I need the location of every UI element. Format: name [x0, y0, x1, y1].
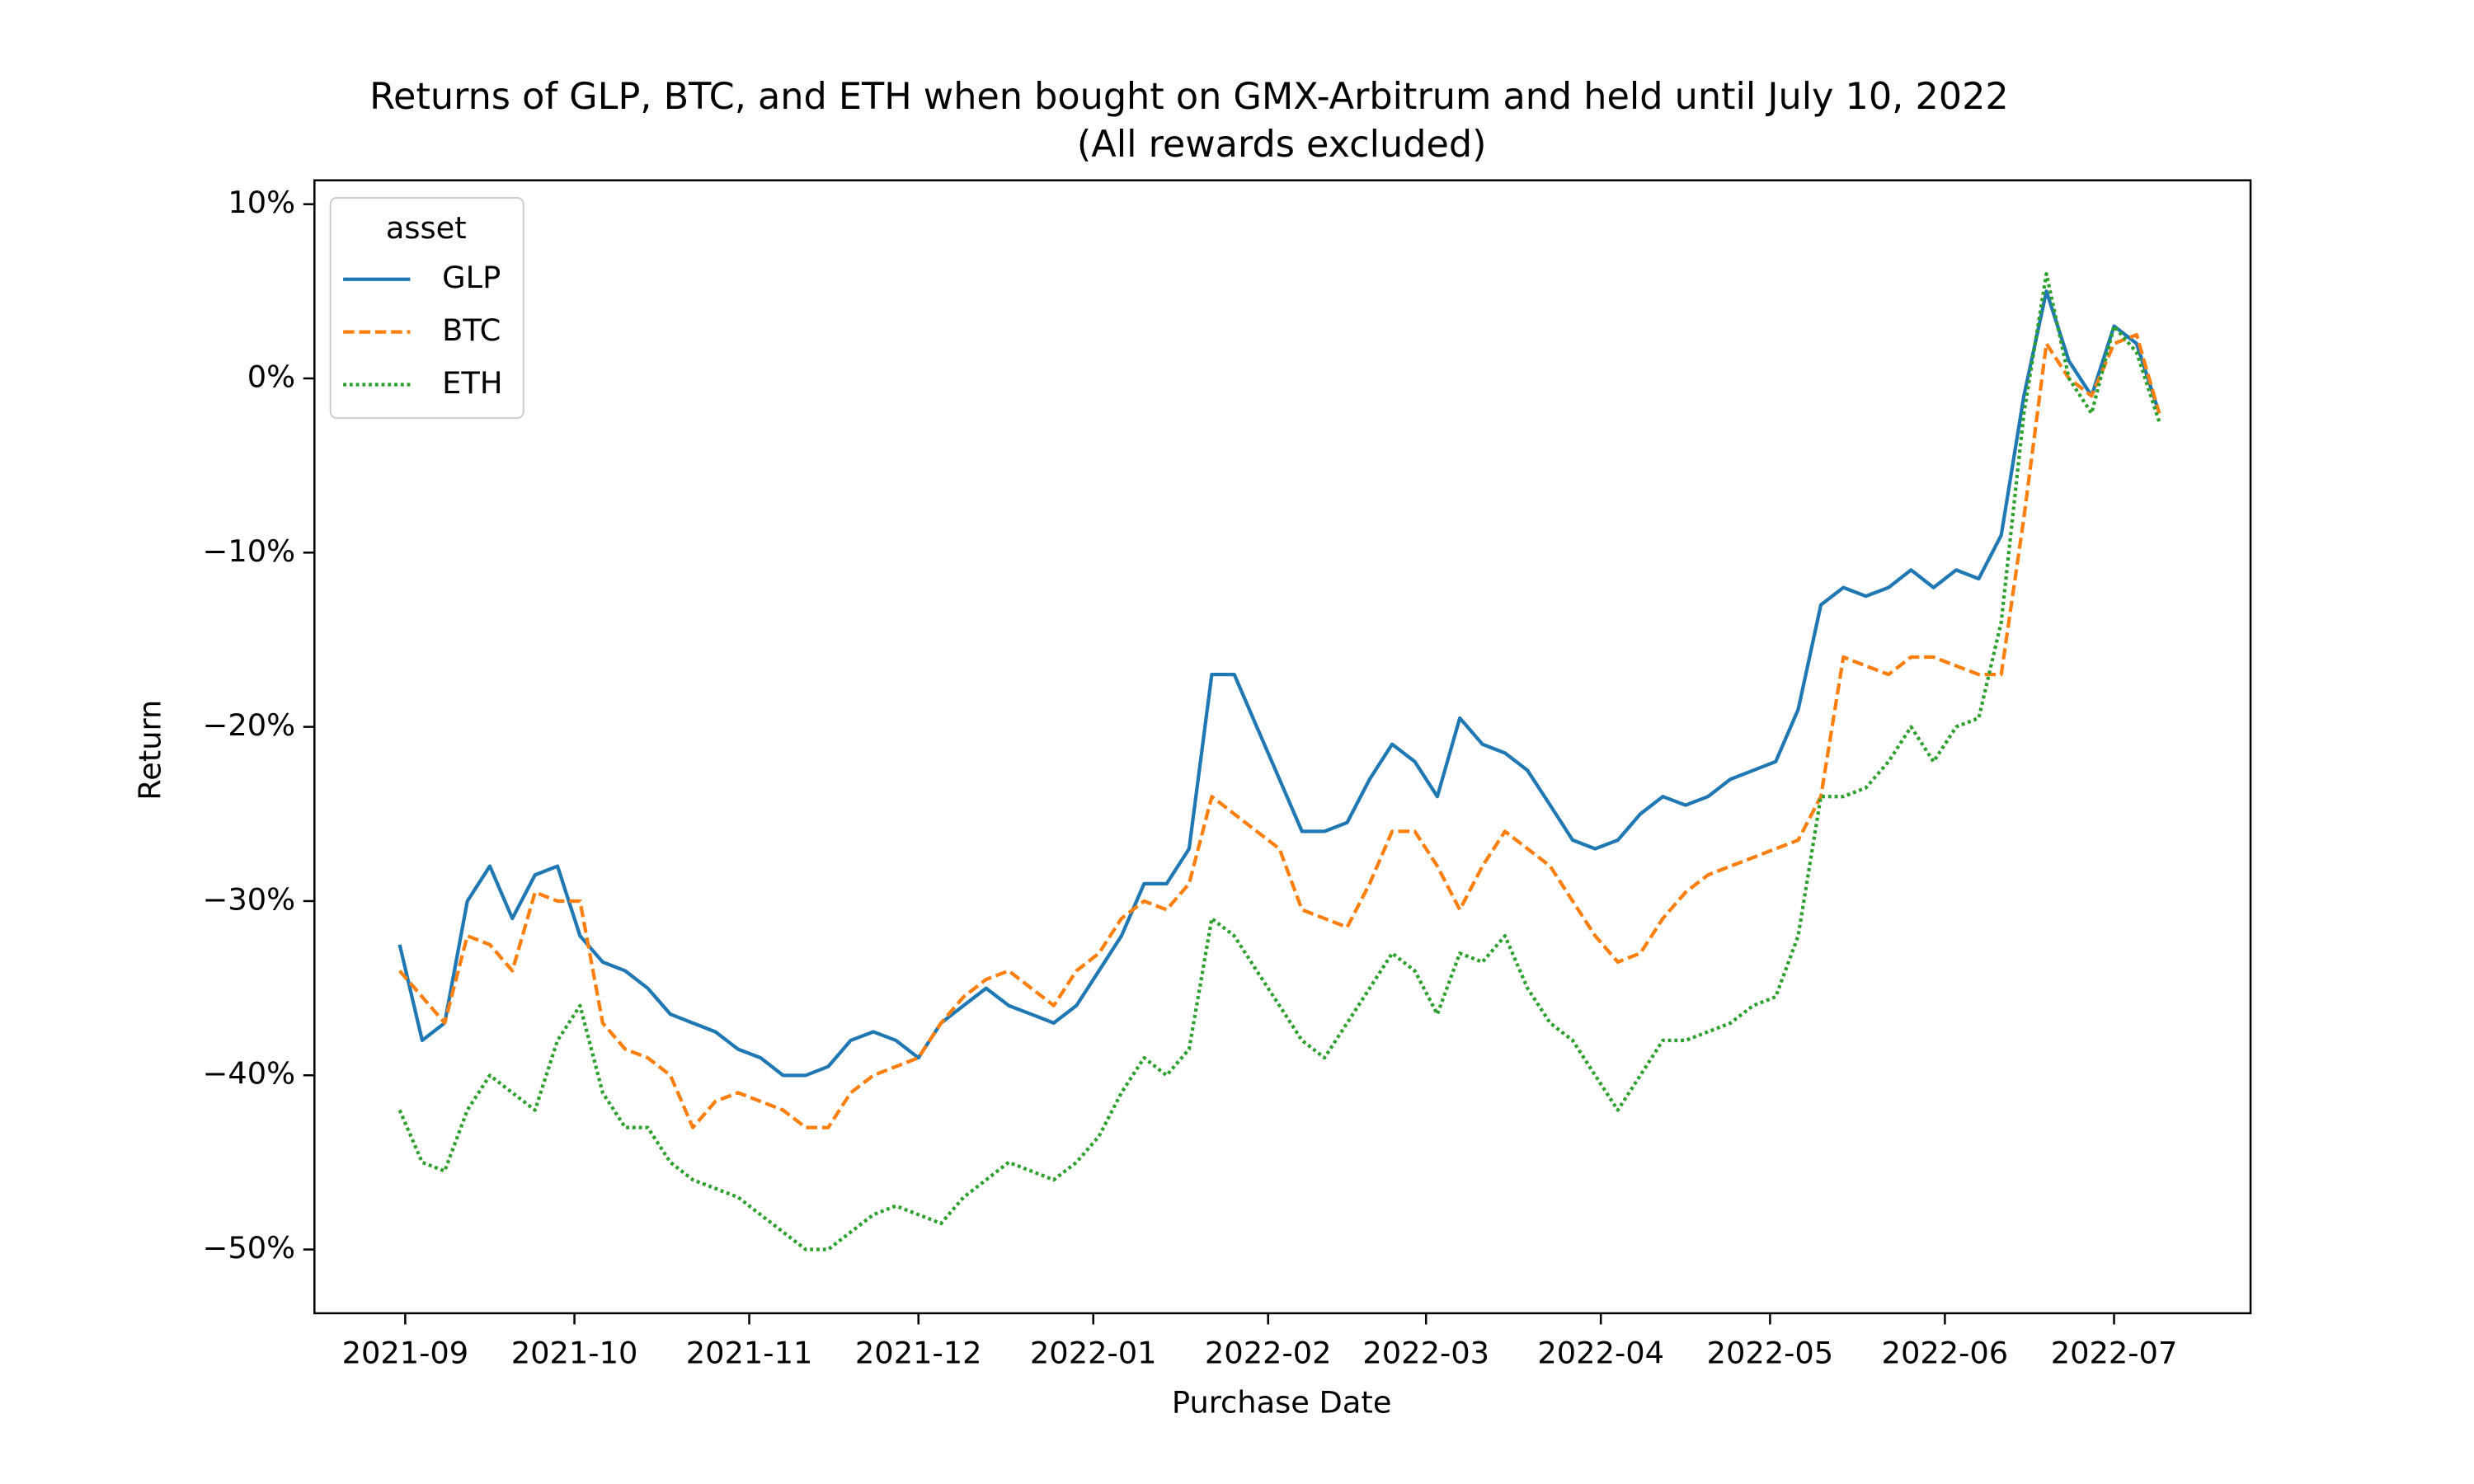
y-tick-label: −40% — [203, 1056, 296, 1092]
plot-frame — [313, 179, 2252, 1315]
line-eth — [397, 272, 2161, 1252]
legend-title: asset — [386, 210, 467, 246]
legend-frame — [329, 197, 524, 420]
x-tick-label: 2022-06 — [1882, 1336, 2009, 1371]
x-tick-label: 2022-02 — [1205, 1336, 1332, 1371]
x-tick-label: 2022-04 — [1537, 1336, 1664, 1371]
legend-label: ETH — [442, 365, 502, 401]
y-tick-label: −20% — [203, 707, 296, 743]
x-axis-label: Purchase Date — [1172, 1385, 1392, 1421]
legend-label: GLP — [442, 260, 501, 295]
x-tick-label: 2021-12 — [855, 1336, 982, 1371]
legend-label: BTC — [442, 312, 501, 348]
y-tick-label: 10% — [228, 185, 295, 220]
y-tick-label: −50% — [203, 1230, 296, 1266]
x-tick-label: 2021-10 — [511, 1336, 638, 1371]
chart-subtitle: (All rewards excluded) — [1077, 124, 1487, 166]
chart-title: Returns of GLP, BTC, and ETH when bought… — [369, 76, 2009, 118]
y-tick-label: 0% — [247, 359, 295, 394]
x-tick-label: 2021-11 — [686, 1336, 813, 1371]
x-tick-label: 2022-03 — [1362, 1336, 1489, 1371]
y-tick-label: −30% — [203, 881, 296, 917]
y-axis-label: Return — [132, 700, 167, 801]
x-tick-label: 2022-05 — [1707, 1336, 1834, 1371]
legend: asset GLP BTC ETH — [329, 197, 524, 420]
x-tick-label: 2022-01 — [1030, 1336, 1157, 1371]
line-btc — [398, 332, 2161, 1129]
x-tick-label: 2021-09 — [342, 1336, 469, 1371]
x-tick-label: 2022-07 — [2051, 1336, 2178, 1371]
y-tick-label: −10% — [203, 533, 296, 569]
line-glp — [397, 289, 2161, 1078]
